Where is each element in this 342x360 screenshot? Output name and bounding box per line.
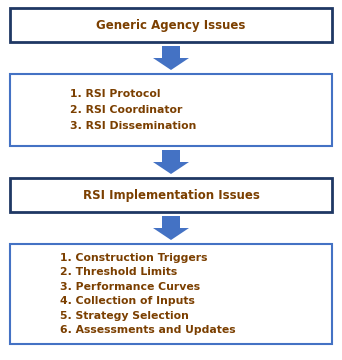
Text: Generic Agency Issues: Generic Agency Issues [96,18,246,31]
Bar [10,8,332,42]
Bar [10,74,332,146]
Polygon shape [153,228,189,240]
Polygon shape [153,58,189,70]
Bar [162,46,180,58]
Bar [10,244,332,344]
Bar [162,150,180,162]
Text: RSI Implementation Issues: RSI Implementation Issues [82,189,260,202]
Bar [162,216,180,228]
Polygon shape [153,162,189,174]
Text: 1. RSI Protocol
2. RSI Coordinator
3. RSI Dissemination: 1. RSI Protocol 2. RSI Coordinator 3. RS… [70,89,196,131]
Text: 1. Construction Triggers
2. Threshold Limits
3. Performance Curves
4. Collection: 1. Construction Triggers 2. Threshold Li… [60,253,236,335]
Bar [10,178,332,212]
